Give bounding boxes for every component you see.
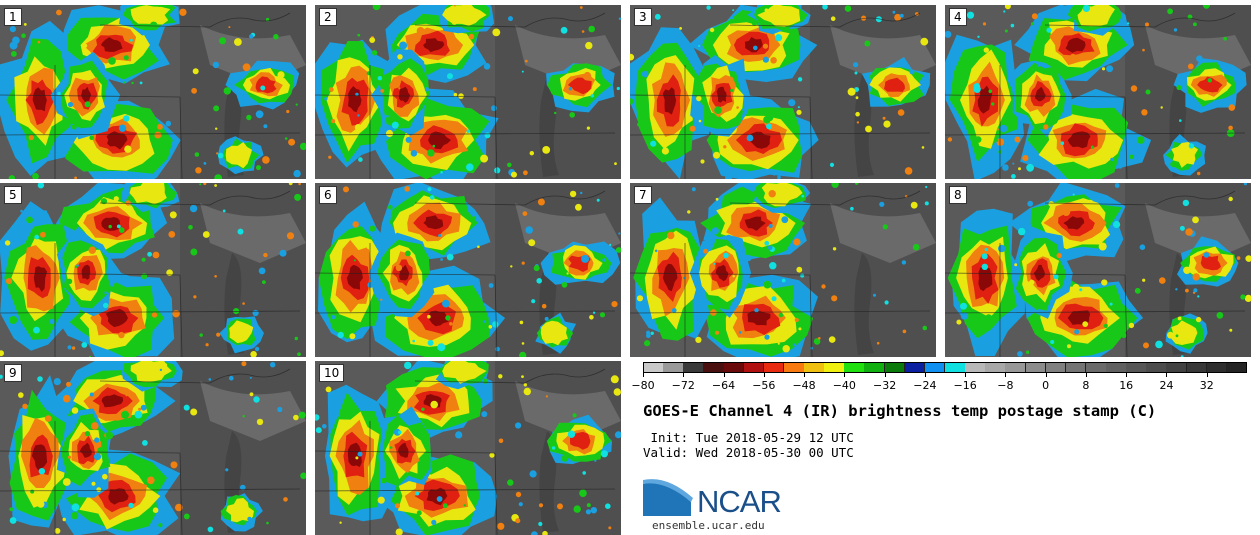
member-number: 1	[4, 8, 22, 26]
ensemble-member-panel: 5	[0, 183, 306, 357]
colorbar-tick-label: 24	[1159, 379, 1173, 392]
member-number: 9	[4, 364, 22, 382]
colorbar-tick-label: 16	[1119, 379, 1133, 392]
member-number: 5	[4, 186, 22, 204]
satellite-map	[315, 183, 621, 357]
colorbar-tick-label: −80	[631, 379, 654, 392]
ensemble-member-panel: 4	[945, 5, 1251, 179]
member-number: 3	[634, 8, 652, 26]
ncar-logo-text: NCAR	[697, 484, 781, 520]
ensemble-member-panel: 2	[315, 5, 621, 179]
satellite-map	[945, 183, 1251, 357]
colorbar-tick-label: 0	[1042, 379, 1049, 392]
member-number: 7	[634, 186, 652, 204]
satellite-map	[0, 5, 306, 179]
ensemble-member-panel: 1	[0, 5, 306, 179]
satellite-map	[315, 361, 621, 535]
colorbar-tick	[965, 373, 966, 377]
ensemble-member-panel: 3	[630, 5, 936, 179]
member-number: 6	[319, 186, 337, 204]
member-number: 10	[319, 364, 344, 382]
ensemble-member-panel: 9	[0, 361, 306, 535]
member-number: 8	[949, 186, 967, 204]
member-number: 2	[319, 8, 337, 26]
colorbar-tick-label: −72	[672, 379, 695, 392]
colorbar-tick	[1166, 373, 1167, 377]
valid-time: Valid: Wed 2018-05-30 00 UTC	[643, 445, 854, 460]
colorbar-tick	[683, 373, 684, 377]
colorbar-tick	[1086, 373, 1087, 377]
satellite-map	[630, 5, 936, 179]
colorbar-tick	[1005, 373, 1006, 377]
colorbar-tick-label: −32	[873, 379, 896, 392]
colorbar-tick-label: −40	[833, 379, 856, 392]
site-url: ensemble.ucar.edu	[652, 519, 765, 532]
colorbar-tick-label: −48	[792, 379, 815, 392]
colorbar-tick	[925, 373, 926, 377]
colorbar-tick-label: 32	[1200, 379, 1214, 392]
colorbar-tick	[1046, 373, 1047, 377]
colorbar-tick	[1207, 373, 1208, 377]
colorbar-tick-label: −8	[997, 379, 1013, 392]
colorbar-tick	[1126, 373, 1127, 377]
colorbar-frame	[643, 362, 1247, 373]
satellite-map	[0, 183, 306, 357]
ensemble-member-panel: 10	[315, 361, 621, 535]
colorbar-tick	[804, 373, 805, 377]
colorbar-tick	[764, 373, 765, 377]
init-time: Init: Tue 2018-05-29 12 UTC	[643, 430, 854, 445]
colorbar-tick	[885, 373, 886, 377]
colorbar-tick-label: −16	[954, 379, 977, 392]
colorbar-tick-label: −64	[712, 379, 735, 392]
colorbar-tick	[724, 373, 725, 377]
ensemble-member-panel: 6	[315, 183, 621, 357]
satellite-map	[630, 183, 936, 357]
satellite-map	[0, 361, 306, 535]
ensemble-member-panel: 8	[945, 183, 1251, 357]
colorbar-tick	[643, 373, 644, 377]
colorbar-tick-label: −24	[913, 379, 936, 392]
member-number: 4	[949, 8, 967, 26]
colorbar-tick-label: 8	[1082, 379, 1089, 392]
satellite-map	[945, 5, 1251, 179]
satellite-map	[315, 5, 621, 179]
page-title: GOES-E Channel 4 (IR) brightness temp po…	[643, 402, 1156, 420]
ensemble-member-panel: 7	[630, 183, 936, 357]
colorbar-tick	[844, 373, 845, 377]
colorbar-tick-label: −56	[752, 379, 775, 392]
